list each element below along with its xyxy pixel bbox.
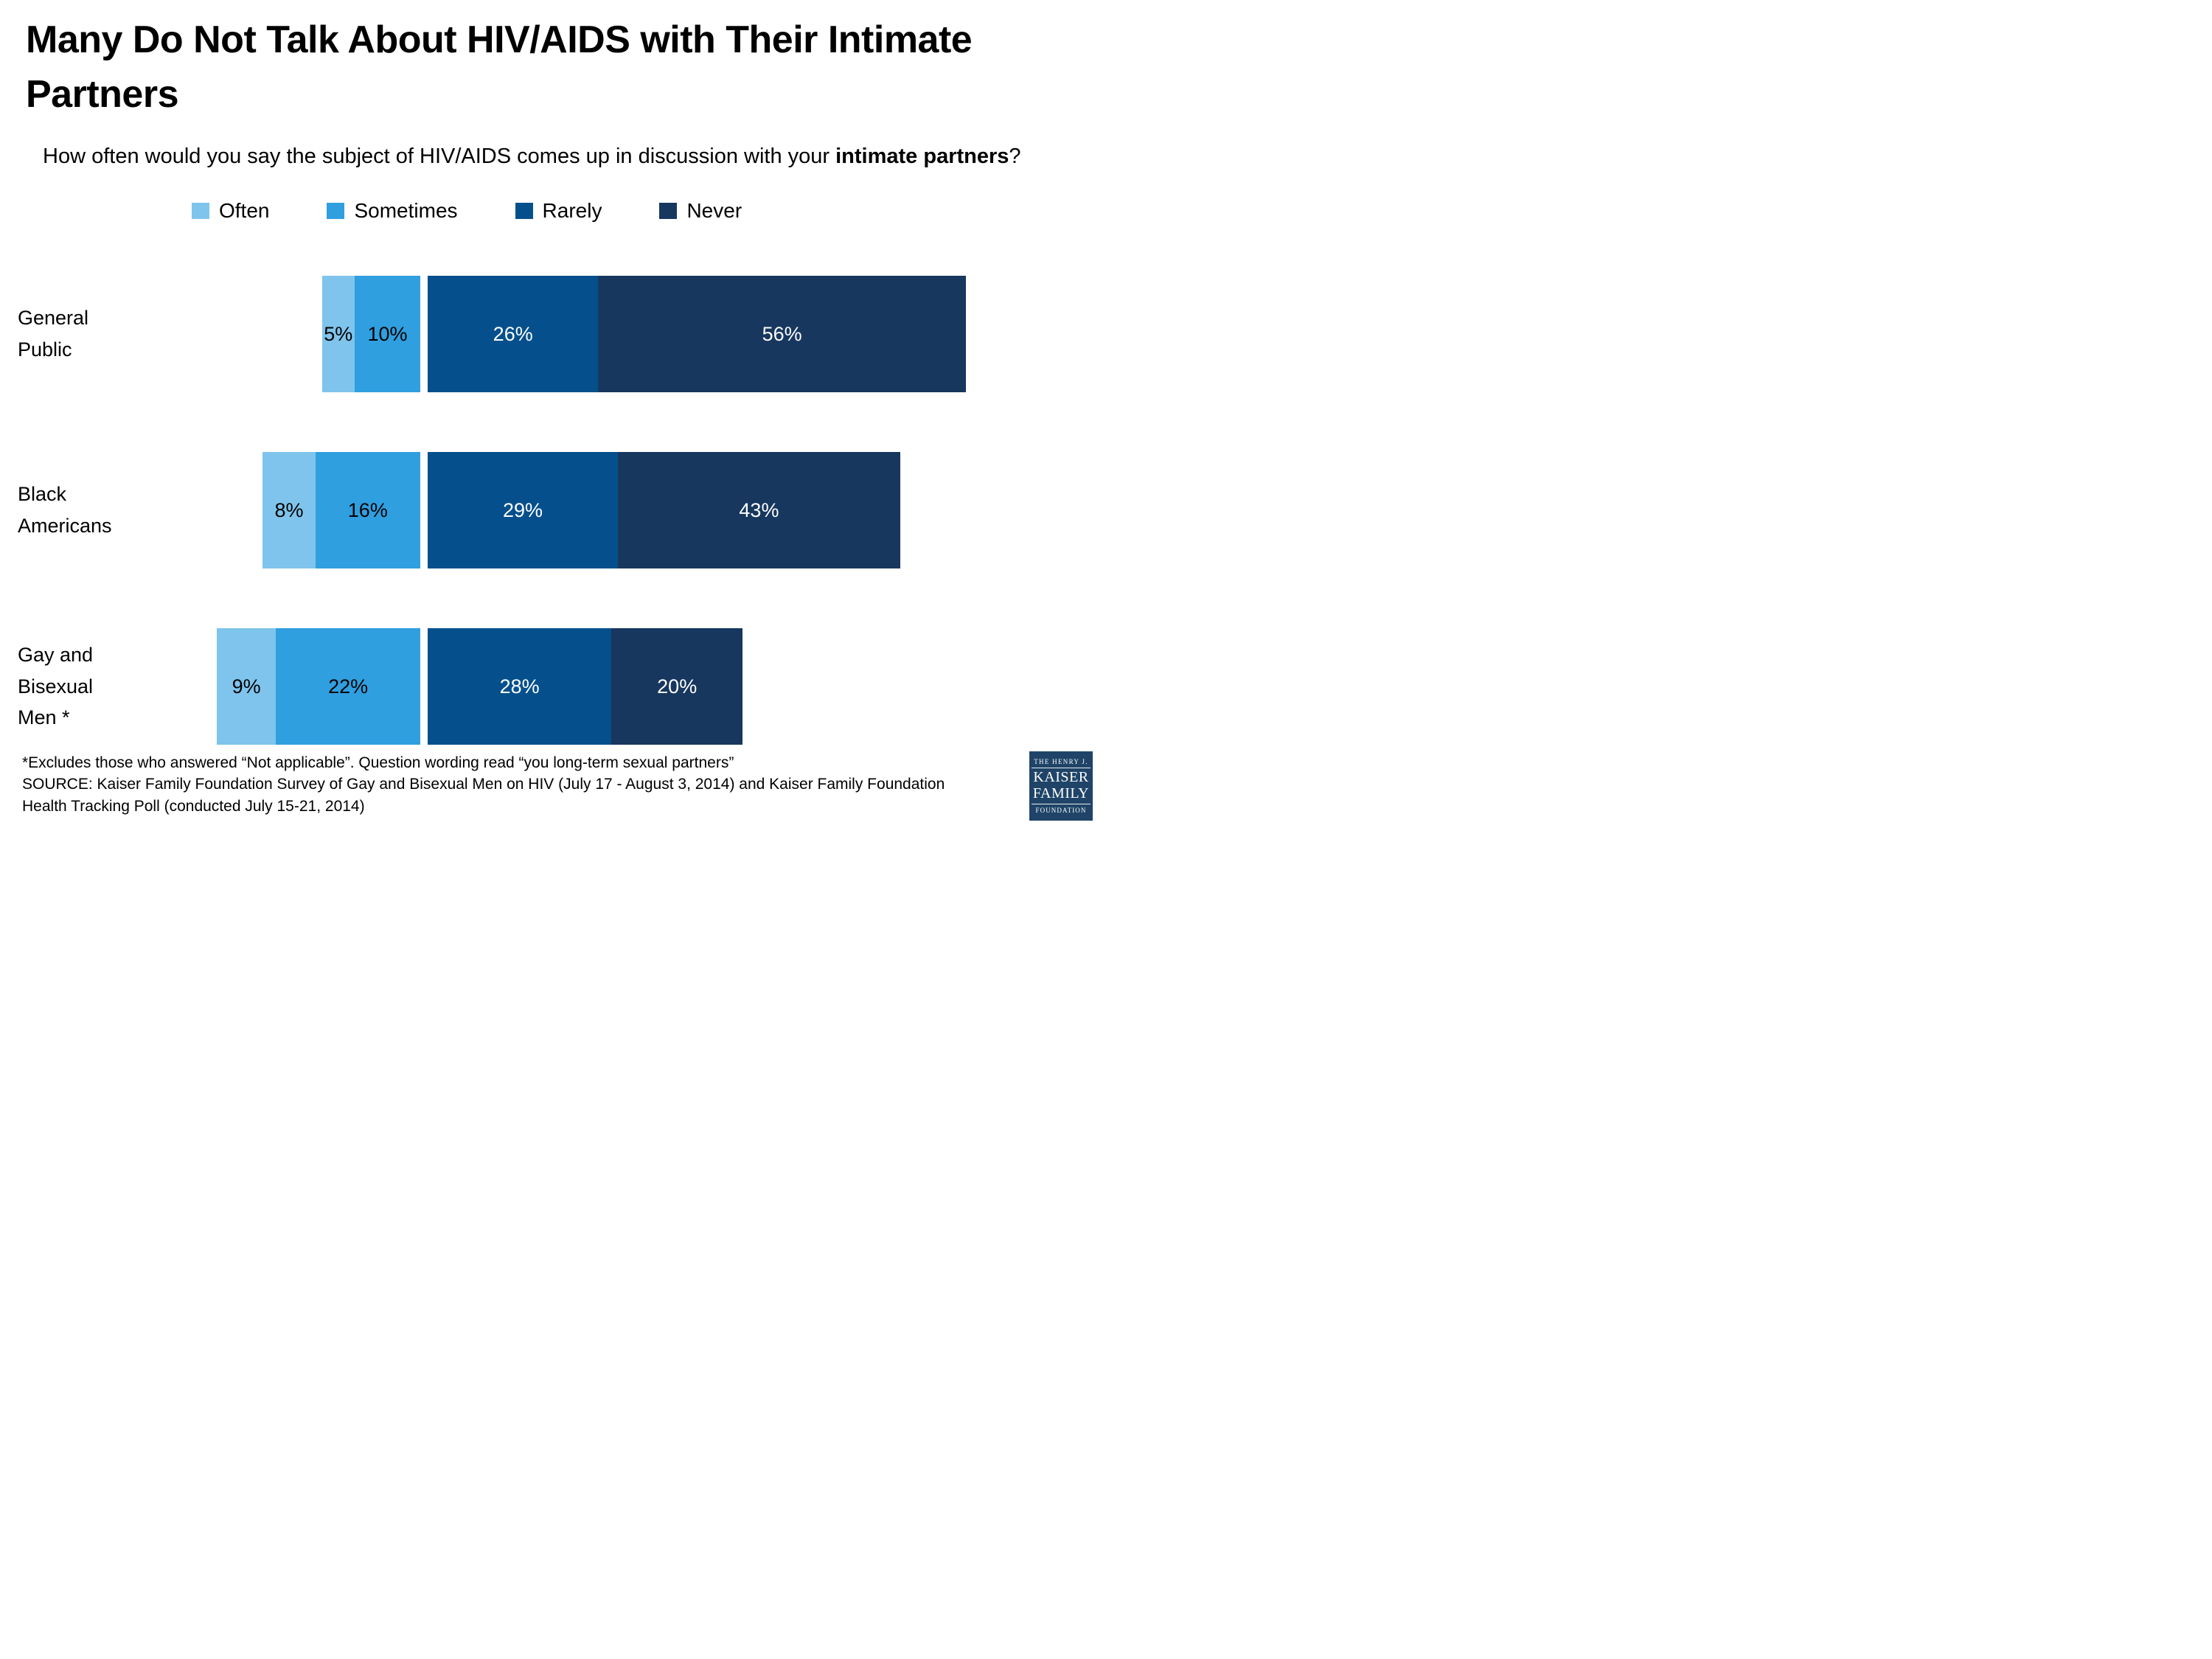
category-label-gay-bisexual-men: Gay and Bisexual Men * bbox=[18, 628, 202, 745]
legend-label-rarely: Rarely bbox=[542, 199, 602, 222]
bar-left-black-americans: 8% 16% bbox=[262, 452, 420, 568]
legend-swatch-sometimes bbox=[327, 203, 345, 219]
segment-sometimes: 10% bbox=[355, 276, 420, 392]
kff-logo-kaiser: KAISER bbox=[1033, 768, 1089, 785]
segment-often: 9% bbox=[217, 628, 276, 745]
survey-question-prefix: How often would you say the subject of H… bbox=[43, 145, 836, 168]
category-label-line: Gay and bbox=[18, 644, 94, 667]
bar-left-gay-bisexual-men: 9% 22% bbox=[217, 628, 420, 745]
kff-logo-top-text: THE HENRY J. bbox=[1032, 758, 1091, 768]
page-title-line-2: Partners bbox=[26, 72, 179, 116]
segment-often: 8% bbox=[262, 452, 316, 568]
segment-rarely: 29% bbox=[428, 452, 619, 568]
bar-left-general-public: 5% 10% bbox=[321, 276, 420, 392]
bar-right-gay-bisexual-men: 28% 20% bbox=[428, 628, 743, 745]
footnote-line-2: SOURCE: Kaiser Family Foundation Survey … bbox=[22, 776, 945, 793]
kff-logo-family: FAMILY bbox=[1032, 785, 1090, 801]
segment-sometimes: 22% bbox=[276, 628, 420, 745]
legend-item-often: Often bbox=[192, 199, 269, 223]
footnote: *Excludes those who answered “Not applic… bbox=[22, 752, 1025, 817]
kff-logo: THE HENRY J. KAISER FAMILY FOUNDATION bbox=[1029, 751, 1093, 821]
segment-never: 43% bbox=[618, 452, 900, 568]
legend-label-never: Never bbox=[686, 199, 742, 222]
survey-question-suffix: ? bbox=[1009, 145, 1021, 168]
segment-never: 20% bbox=[611, 628, 743, 745]
bar-row-black-americans: Black Americans 8% 16% 29% 43% bbox=[0, 452, 1106, 568]
legend-label-often: Often bbox=[219, 199, 270, 222]
segment-never: 56% bbox=[598, 276, 966, 392]
legend-swatch-rarely bbox=[515, 203, 533, 219]
segment-often: 5% bbox=[321, 276, 355, 392]
category-label-line: Black bbox=[18, 483, 67, 506]
legend-item-never: Never bbox=[659, 199, 742, 223]
survey-question-bold: intimate partners bbox=[835, 145, 1009, 168]
category-label-black-americans: Black Americans bbox=[18, 452, 202, 568]
survey-question: How often would you say the subject of H… bbox=[43, 145, 1090, 169]
bar-row-gay-bisexual-men: Gay and Bisexual Men * 9% 22% 28% 20% bbox=[0, 628, 1106, 745]
kff-logo-foundation: FOUNDATION bbox=[1032, 804, 1091, 814]
segment-rarely: 28% bbox=[428, 628, 612, 745]
footnote-line-3: Health Tracking Poll (conducted July 15-… bbox=[22, 797, 365, 815]
page-title-line-1: Many Do Not Talk About HIV/AIDS with The… bbox=[26, 18, 973, 61]
legend-item-rarely: Rarely bbox=[515, 199, 602, 223]
category-label-line: Bisexual bbox=[18, 675, 94, 698]
category-label-general-public: General Public bbox=[18, 276, 202, 392]
legend: Often Sometimes Rarely Never bbox=[192, 199, 742, 223]
bar-right-general-public: 26% 56% bbox=[428, 276, 966, 392]
segment-sometimes: 16% bbox=[315, 452, 420, 568]
category-label-line: Americans bbox=[18, 515, 112, 537]
legend-swatch-often bbox=[192, 203, 209, 219]
category-label-line: General bbox=[18, 307, 89, 330]
page-title: Many Do Not Talk About HIV/AIDS with The… bbox=[26, 13, 1080, 122]
legend-label-sometimes: Sometimes bbox=[354, 199, 458, 222]
bar-row-general-public: General Public 5% 10% 26% 56% bbox=[0, 276, 1106, 392]
bar-right-black-americans: 29% 43% bbox=[428, 452, 900, 568]
category-label-line: Public bbox=[18, 338, 72, 361]
category-label-line: Men * bbox=[18, 706, 70, 729]
footnote-line-1: *Excludes those who answered “Not applic… bbox=[22, 754, 734, 771]
kff-slide: { "title_lines": [ "Many Do Not Talk Abo… bbox=[0, 0, 1106, 830]
legend-item-sometimes: Sometimes bbox=[327, 199, 458, 223]
legend-swatch-never bbox=[659, 203, 678, 219]
segment-rarely: 26% bbox=[428, 276, 599, 392]
